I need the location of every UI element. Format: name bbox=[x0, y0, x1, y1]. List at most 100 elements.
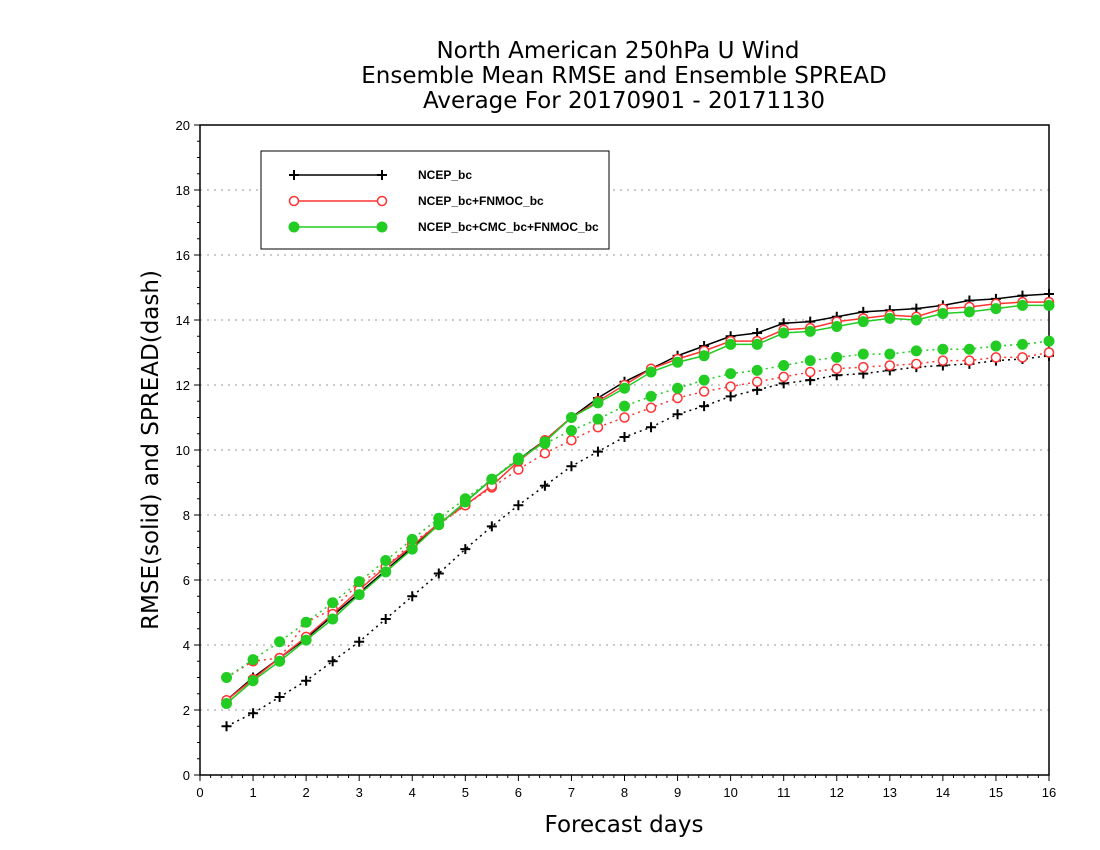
spread-point bbox=[778, 360, 790, 371]
y-axis-title: RMSE(solid) and SPREAD(dash) bbox=[138, 270, 164, 630]
x-axis-title: Forecast days bbox=[545, 812, 704, 838]
spread-point bbox=[646, 422, 657, 433]
spread-point bbox=[619, 412, 630, 423]
rmse-point bbox=[327, 613, 339, 625]
rmse-point bbox=[1016, 299, 1028, 311]
spread-point bbox=[274, 692, 285, 702]
rmse-point bbox=[619, 382, 630, 394]
x-tick-label: 10 bbox=[723, 785, 737, 800]
x-tick-label: 15 bbox=[989, 785, 1003, 800]
x-tick-label: 4 bbox=[409, 785, 416, 800]
rmse-point bbox=[1043, 299, 1055, 311]
rmse-point bbox=[592, 397, 604, 409]
spread-point bbox=[937, 343, 949, 355]
y-tick-label: 18 bbox=[176, 183, 190, 198]
rmse-point bbox=[645, 366, 657, 378]
spread-point bbox=[327, 656, 338, 667]
x-tick-label: 7 bbox=[568, 785, 575, 800]
spread-point bbox=[1016, 338, 1028, 350]
rmse-point bbox=[406, 543, 418, 555]
legend-label: NCEP_bc+CMC_bc+FNMOC_bc bbox=[418, 220, 599, 234]
x-tick-label: 5 bbox=[462, 785, 469, 800]
spread-point bbox=[248, 708, 259, 719]
y-tick-label: 10 bbox=[176, 443, 190, 458]
spread-point bbox=[539, 448, 551, 459]
legend-marker bbox=[376, 221, 388, 233]
spread-point bbox=[831, 351, 843, 363]
spread-point bbox=[247, 654, 259, 666]
x-tick-label: 14 bbox=[936, 785, 950, 800]
rmse-point bbox=[672, 356, 684, 368]
series-ncep-bc-fnmoc-bc bbox=[221, 296, 1055, 706]
spread-point bbox=[565, 425, 577, 436]
spread-point bbox=[698, 374, 710, 386]
y-tick-label: 16 bbox=[176, 248, 190, 263]
spread-point bbox=[353, 576, 365, 588]
spread-point bbox=[884, 348, 896, 360]
legend-label: NCEP_bc+FNMOC_bc bbox=[418, 194, 544, 208]
spread-point bbox=[406, 533, 418, 545]
spread-point bbox=[910, 345, 922, 357]
rmse-point bbox=[433, 519, 445, 531]
spread-point bbox=[672, 392, 683, 404]
spread-point bbox=[1043, 347, 1055, 358]
rmse-point bbox=[565, 412, 577, 423]
x-tick-label: 0 bbox=[196, 785, 203, 800]
series-layer bbox=[221, 289, 1055, 732]
spread-point bbox=[460, 544, 471, 555]
y-tick-label: 2 bbox=[183, 703, 190, 718]
y-tick-label: 8 bbox=[183, 508, 190, 523]
spread-point bbox=[592, 413, 604, 425]
spread-point bbox=[964, 355, 975, 366]
legend-item-ncep-bc-fnmoc-bc: NCEP_bc+FNMOC_bc bbox=[288, 194, 544, 208]
rmse-point bbox=[831, 321, 843, 332]
grid-lines bbox=[200, 189, 1049, 711]
spread-point bbox=[221, 721, 232, 732]
spread-point bbox=[963, 343, 975, 355]
legend-marker bbox=[288, 195, 300, 207]
spread-point bbox=[301, 675, 312, 686]
series-ncep-bc bbox=[221, 289, 1054, 732]
spread-point bbox=[831, 363, 842, 374]
spread-point bbox=[778, 371, 789, 383]
x-tick-label: 12 bbox=[830, 785, 844, 800]
rmse-point bbox=[778, 327, 790, 339]
rmse-point bbox=[937, 308, 949, 319]
spread-point bbox=[380, 555, 392, 566]
x-tick-label: 1 bbox=[249, 785, 256, 800]
x-tick-label: 13 bbox=[883, 785, 897, 800]
spread-point bbox=[725, 368, 737, 380]
x-tick-label: 16 bbox=[1042, 785, 1056, 800]
rmse-point bbox=[486, 473, 498, 485]
legend-label: NCEP_bc bbox=[418, 168, 472, 182]
spread-point bbox=[990, 340, 1002, 352]
rmse-point bbox=[990, 303, 1002, 315]
spread-point bbox=[354, 636, 365, 647]
spread-point bbox=[592, 446, 603, 457]
rmse-point bbox=[804, 325, 816, 337]
rmse-point bbox=[857, 316, 869, 328]
rmse-point bbox=[274, 655, 286, 667]
spread-point bbox=[699, 401, 710, 412]
rmse-point bbox=[751, 338, 763, 350]
spread-point bbox=[274, 636, 286, 648]
spread-point bbox=[672, 409, 683, 420]
y-tick-label: 4 bbox=[183, 638, 190, 653]
spread-point bbox=[858, 361, 869, 373]
plot-frame bbox=[199, 124, 1050, 776]
spread-point bbox=[1043, 335, 1055, 347]
spread-point bbox=[804, 366, 816, 378]
y-tick-label: 0 bbox=[183, 768, 190, 783]
spread-point bbox=[380, 614, 391, 624]
spread-point bbox=[672, 382, 684, 394]
y-tick-label: 6 bbox=[183, 573, 190, 588]
spread-point bbox=[804, 355, 816, 367]
chart-title: North American 250hPa U Wind bbox=[436, 38, 799, 64]
legend-marker bbox=[289, 170, 299, 180]
x-tick-label: 11 bbox=[777, 785, 791, 800]
spread-point bbox=[433, 568, 444, 579]
spread-point bbox=[725, 381, 736, 392]
